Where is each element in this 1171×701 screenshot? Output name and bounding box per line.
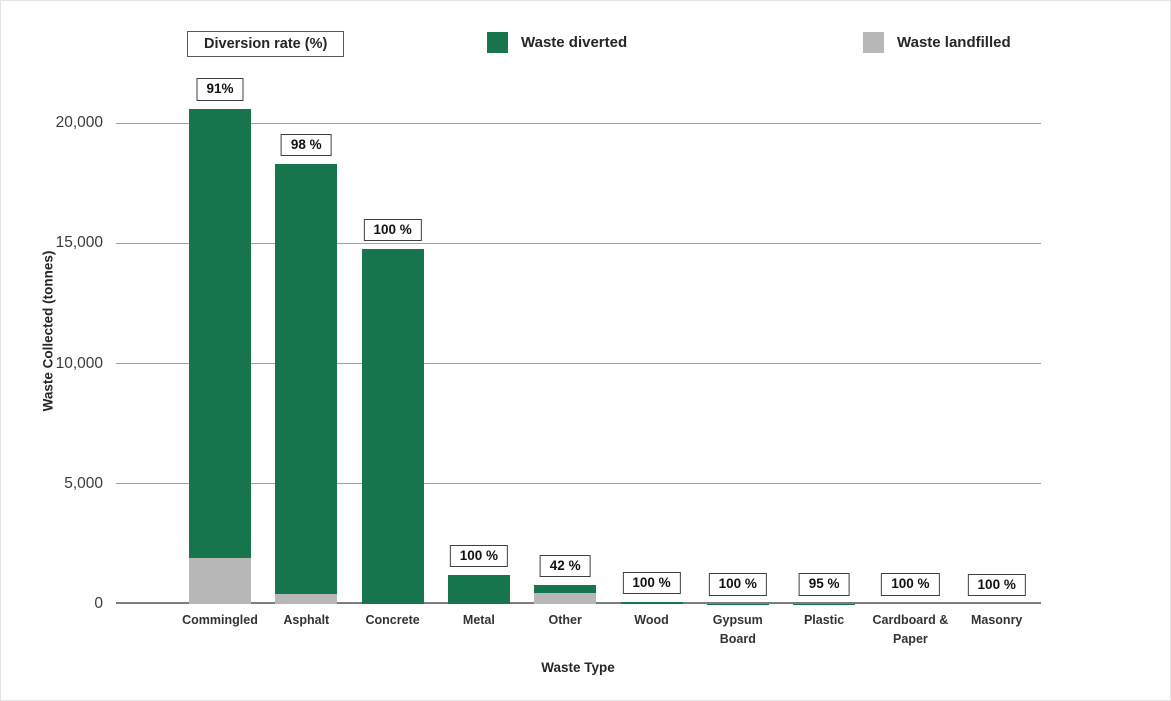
y-axis-title: Waste Collected (tonnes) bbox=[40, 250, 56, 412]
gridline bbox=[116, 363, 1041, 364]
waste-landfilled-swatch-icon bbox=[863, 32, 884, 53]
y-tick-label: 20,000 bbox=[55, 114, 103, 131]
bar-segment-landfilled bbox=[189, 558, 251, 604]
legend-item-waste-diverted: Waste diverted bbox=[487, 32, 627, 53]
gridline bbox=[116, 242, 1041, 244]
diversion-rate-badge: 100 % bbox=[449, 544, 509, 568]
legend-item-waste-landfilled: Waste landfilled bbox=[863, 32, 1011, 53]
x-category-label: Masonry bbox=[970, 613, 1023, 627]
x-axis-title: Waste Type bbox=[541, 660, 615, 675]
bar-segment-diverted bbox=[189, 108, 251, 559]
x-category-label: Gypsum Board bbox=[712, 613, 763, 646]
bar-segment-diverted bbox=[275, 163, 338, 595]
x-category-label: Metal bbox=[462, 613, 495, 627]
bar-segment-diverted bbox=[447, 575, 510, 604]
gridline bbox=[116, 122, 1041, 124]
y-tick-label: 0 bbox=[94, 595, 103, 612]
x-category-label: Cardboard & Paper bbox=[872, 613, 949, 646]
diversion-rate-badge: 98 % bbox=[280, 133, 332, 156]
diversion-rate-badge: 100 % bbox=[967, 573, 1026, 596]
legend-label-waste-diverted: Waste diverted bbox=[521, 34, 628, 51]
bar-segment-landfilled bbox=[275, 594, 338, 604]
bar-segment-diverted bbox=[534, 585, 597, 594]
diversion-rate-badge: 100 % bbox=[881, 573, 940, 596]
diversion-rate-badge: 100 % bbox=[708, 573, 767, 596]
diversion-rate-badge: 91% bbox=[196, 78, 244, 101]
bar-segment-landfilled bbox=[534, 593, 597, 604]
legend-label-waste-landfilled: Waste landfilled bbox=[897, 34, 1011, 51]
diversion-rate-badge: 100 % bbox=[363, 219, 422, 242]
x-category-label: Wood bbox=[634, 613, 669, 627]
diversion-rate-badge: 42 % bbox=[539, 555, 591, 578]
x-category-label: Plastic bbox=[803, 613, 845, 627]
x-category-label: Asphalt bbox=[283, 613, 330, 627]
diversion-rate-legend-box: Diversion rate (%) bbox=[187, 31, 345, 57]
diversion-rate-badge: 95 % bbox=[798, 573, 850, 596]
y-tick-label: 15,000 bbox=[55, 234, 103, 252]
x-category-label: Concrete bbox=[365, 613, 420, 627]
plot-area: 0 5,000 10,000 15,000 20,000 91% Commingled 98 … bbox=[56, 61, 1041, 646]
y-tick-label: 5,000 bbox=[64, 474, 103, 492]
bar-segment-diverted bbox=[361, 249, 424, 604]
diversion-rate-badge: 100 % bbox=[622, 571, 681, 595]
x-category-label: Commingled bbox=[182, 613, 258, 627]
bar-segment-diverted bbox=[620, 602, 683, 604]
x-category-label: Other bbox=[548, 613, 582, 627]
y-tick-label: 10,000 bbox=[55, 354, 103, 372]
gridline bbox=[116, 483, 1041, 485]
waste-diverted-swatch-icon bbox=[487, 32, 508, 53]
